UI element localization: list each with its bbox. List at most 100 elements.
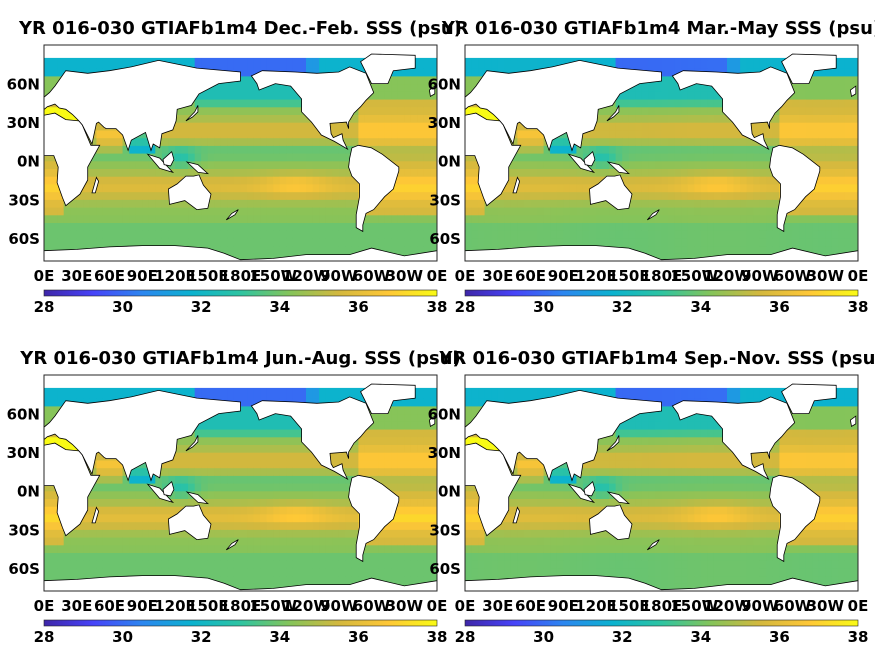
salinity-cell: [759, 230, 767, 239]
salinity-cell: [818, 237, 826, 247]
salinity-cell: [233, 183, 241, 193]
salinity-cell: [44, 398, 52, 407]
salinity-cell: [707, 207, 715, 216]
salinity-cell: [116, 506, 124, 515]
salinity-cell: [50, 521, 58, 530]
salinity-cell: [266, 222, 274, 231]
salinity-cell: [550, 176, 558, 185]
salinity-cell: [306, 390, 314, 399]
salinity-cell: [681, 191, 689, 200]
salinity-cell: [102, 60, 110, 69]
salinity-cell: [194, 467, 202, 476]
salinity-cell: [89, 191, 97, 200]
salinity-cell: [786, 237, 794, 247]
salinity-cell: [831, 75, 839, 85]
salinity-cell: [641, 245, 649, 254]
salinity-cell: [227, 498, 235, 507]
salinity-cell: [510, 137, 518, 146]
salinity-cell: [161, 176, 169, 185]
salinity-cell: [332, 176, 340, 185]
salinity-cell: [292, 529, 300, 538]
salinity-cell: [201, 483, 209, 492]
salinity-cell: [286, 475, 294, 484]
salinity-cell: [292, 506, 300, 515]
salinity-cell: [615, 99, 623, 108]
salinity-cell: [279, 106, 287, 115]
salinity-cell: [550, 145, 558, 154]
salinity-cell: [364, 230, 372, 239]
salinity-cell: [615, 122, 623, 131]
salinity-cell: [299, 552, 307, 561]
salinity-cell: [733, 168, 741, 177]
salinity-cell: [312, 521, 320, 530]
salinity-cell: [831, 114, 839, 123]
salinity-cell: [694, 114, 702, 123]
x-tick-label: 30W: [807, 267, 845, 285]
salinity-cell: [57, 436, 65, 445]
salinity-cell: [687, 245, 695, 254]
salinity-cell: [319, 506, 327, 515]
salinity-cell: [674, 91, 682, 100]
landmass: [671, 66, 796, 151]
x-tick-label: 60W: [353, 267, 391, 285]
salinity-cell: [384, 575, 392, 584]
salinity-cell: [694, 168, 702, 177]
salinity-cell: [772, 191, 780, 200]
salinity-cell: [122, 506, 130, 515]
salinity-cell: [194, 552, 202, 561]
salinity-cell: [391, 199, 399, 208]
salinity-cell: [129, 552, 137, 561]
salinity-cell: [338, 222, 346, 231]
salinity-cell: [410, 68, 418, 77]
salinity-cell: [194, 475, 202, 484]
salinity-cell: [306, 245, 314, 254]
salinity-cell: [148, 191, 156, 200]
salinity-cell: [299, 537, 307, 546]
salinity-cell: [155, 560, 163, 569]
salinity-cell: [181, 452, 189, 461]
salinity-cell: [851, 122, 858, 131]
salinity-cell: [371, 552, 379, 561]
salinity-cell: [240, 122, 248, 131]
salinity-cell: [83, 60, 91, 69]
salinity-cell: [674, 60, 682, 69]
salinity-cell: [266, 160, 274, 169]
salinity-cell: [825, 153, 833, 162]
salinity-cell: [707, 114, 715, 123]
salinity-cell: [306, 214, 314, 223]
salinity-cell: [227, 160, 235, 169]
salinity-cell: [279, 191, 287, 200]
salinity-cell: [260, 521, 268, 530]
salinity-cell: [142, 490, 150, 499]
salinity-cell: [89, 176, 97, 185]
salinity-cell: [122, 230, 130, 239]
salinity-cell: [253, 459, 261, 469]
salinity-cell: [129, 467, 137, 476]
salinity-cell: [753, 168, 761, 177]
salinity-cell: [260, 106, 268, 115]
salinity-cell: [423, 60, 431, 69]
salinity-cell: [214, 490, 222, 499]
salinity-cell: [181, 214, 189, 223]
salinity-cell: [576, 207, 584, 216]
salinity-cell: [148, 176, 156, 185]
salinity-cell: [648, 60, 656, 69]
salinity-cell: [812, 68, 820, 77]
salinity-cell: [391, 237, 399, 247]
salinity-cell: [214, 91, 222, 100]
salinity-cell: [201, 153, 209, 162]
salinity-cell: [687, 207, 695, 216]
salinity-cell: [338, 537, 346, 546]
salinity-cell: [812, 122, 820, 131]
salinity-cell: [142, 506, 150, 515]
salinity-cell: [260, 153, 268, 162]
salinity-cell: [378, 452, 386, 461]
salinity-cell: [83, 567, 91, 577]
salinity-cell: [707, 99, 715, 108]
salinity-cell: [96, 537, 104, 546]
salinity-cell: [423, 168, 431, 177]
salinity-cell: [844, 137, 852, 146]
salinity-cell: [142, 498, 150, 507]
x-tick-label: 150W: [670, 267, 718, 285]
salinity-cell: [410, 222, 418, 231]
